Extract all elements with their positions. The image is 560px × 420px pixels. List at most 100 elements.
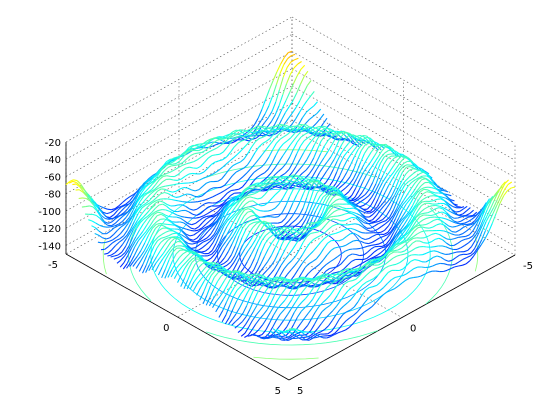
surface-mesh-segment xyxy=(423,212,428,214)
surface-mesh-segment xyxy=(382,215,387,220)
surface-mesh-segment xyxy=(103,226,108,228)
surface-mesh-segment xyxy=(139,250,145,257)
surface-mesh-segment xyxy=(447,194,452,197)
surface-mesh-segment xyxy=(413,276,418,279)
surface-mesh-segment xyxy=(359,219,365,224)
surface-mesh-segment xyxy=(248,138,253,144)
surface-mesh-segment xyxy=(348,186,353,193)
surface-mesh-segment xyxy=(304,179,309,183)
surface-mesh-segment xyxy=(413,168,418,170)
surface-mesh-segment xyxy=(183,152,188,157)
surface-mesh-segment xyxy=(159,200,164,203)
surface-mesh-segment xyxy=(230,277,236,280)
surface-mesh-segment xyxy=(161,236,166,239)
surface-mesh-segment xyxy=(230,279,236,287)
surface-mesh-segment xyxy=(184,236,190,241)
surface-mesh-segment xyxy=(326,156,332,163)
surface-mesh-segment xyxy=(306,140,312,147)
surface-mesh-segment xyxy=(210,270,216,276)
surface-mesh-segment xyxy=(236,271,241,275)
surface-mesh-segment xyxy=(158,227,163,232)
surface-mesh-segment xyxy=(262,132,267,136)
surface-mesh-segment xyxy=(397,180,403,189)
surface-mesh-segment xyxy=(426,195,431,198)
surface-mesh-segment xyxy=(179,161,184,165)
surface-mesh-segment xyxy=(307,223,312,228)
surface-mesh-segment xyxy=(367,191,373,197)
surface-mesh-segment xyxy=(206,275,212,284)
surface-mesh-segment xyxy=(247,329,253,336)
surface-mesh-segment xyxy=(189,208,194,211)
surface-mesh-segment xyxy=(251,239,256,247)
surface-mesh-segment xyxy=(471,234,477,241)
surface-mesh-segment xyxy=(382,167,388,176)
surface-mesh-segment xyxy=(213,227,219,235)
surface-mesh-segment xyxy=(251,135,257,140)
surface-mesh-segment xyxy=(87,195,92,200)
surface-mesh-segment xyxy=(301,287,307,293)
surface-mesh-segment xyxy=(208,261,214,265)
surface-mesh-segment xyxy=(341,131,347,136)
y-axis-line xyxy=(288,254,516,381)
surface-mesh-segment xyxy=(249,222,254,226)
surface-mesh-segment xyxy=(310,312,316,320)
surface-mesh-segment xyxy=(335,231,340,234)
surface-mesh-segment xyxy=(208,222,213,227)
surface-mesh-segment xyxy=(94,201,100,208)
surface-mesh-segment xyxy=(356,266,362,270)
surface-mesh-segment xyxy=(435,188,440,192)
surface-mesh-segment xyxy=(188,258,193,263)
surface-mesh-segment xyxy=(232,163,237,167)
surface-mesh-segment xyxy=(323,139,329,147)
surface-mesh-segment xyxy=(178,253,184,259)
surface-mesh-segment xyxy=(225,228,231,237)
surface-mesh-segment xyxy=(193,231,198,236)
surface-mesh-segment xyxy=(119,262,125,268)
surface-mesh-segment xyxy=(224,317,230,325)
surface-mesh-segment xyxy=(260,292,265,300)
surface-mesh-segment xyxy=(157,168,162,173)
surface-mesh-segment xyxy=(267,255,272,262)
surface-mesh-segment xyxy=(253,282,259,289)
surface-mesh-segment xyxy=(457,216,462,219)
surface-mesh-segment xyxy=(427,233,433,237)
surface-mesh-segment xyxy=(208,249,213,255)
surface-mesh-segment xyxy=(214,220,219,229)
surface-mesh-segment xyxy=(238,186,243,190)
surface-mesh-segment xyxy=(315,195,321,204)
surface-mesh-segment xyxy=(238,321,243,326)
surface-mesh-segment xyxy=(294,128,299,134)
surface-mesh-segment xyxy=(265,138,271,142)
surface-mesh-segment xyxy=(387,226,393,233)
surface-mesh-segment xyxy=(469,229,474,236)
surface-mesh-segment xyxy=(218,242,223,249)
surface-mesh-segment xyxy=(379,294,384,299)
surface-mesh-segment xyxy=(298,242,304,251)
surface-mesh-segment xyxy=(361,237,366,241)
surface-mesh-segment xyxy=(396,224,402,232)
surface-mesh-segment xyxy=(235,228,240,237)
surface-mesh-segment xyxy=(264,117,269,124)
surface-mesh-segment xyxy=(253,169,258,174)
surface-mesh-segment xyxy=(162,247,168,254)
surface-mesh-segment xyxy=(279,186,284,192)
surface-mesh-segment xyxy=(316,187,322,194)
surface-mesh-segment xyxy=(303,182,309,186)
surface-mesh-segment xyxy=(369,163,375,170)
surface-mesh-segment xyxy=(424,170,430,175)
surface-mesh-segment xyxy=(284,175,289,179)
surface-mesh-segment xyxy=(220,257,225,263)
surface-layer xyxy=(65,50,516,342)
surface-mesh-segment xyxy=(258,143,263,148)
surface-mesh-segment xyxy=(218,204,223,208)
surface-mesh-segment xyxy=(315,220,320,224)
surface-mesh-segment xyxy=(150,240,155,248)
surface-mesh-segment xyxy=(258,185,263,188)
surface-mesh-segment xyxy=(108,221,113,224)
surface-mesh-segment xyxy=(394,285,399,290)
surface-mesh-segment xyxy=(282,184,288,188)
surface-mesh-segment xyxy=(451,231,456,233)
surface-mesh-segment xyxy=(427,210,432,214)
surface-mesh-segment xyxy=(308,202,314,212)
surface-mesh-segment xyxy=(320,213,326,221)
